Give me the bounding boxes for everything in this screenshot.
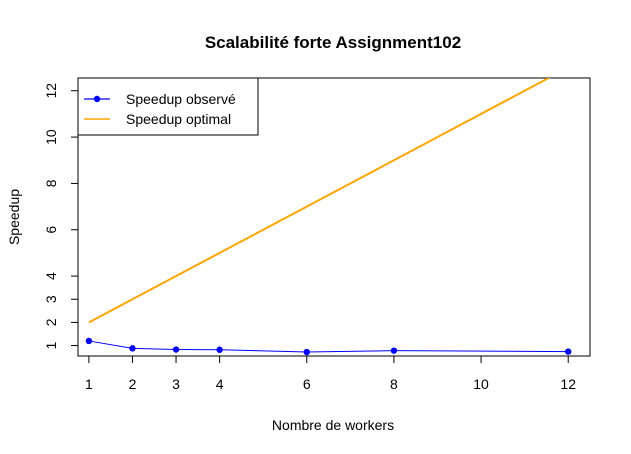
- series-layer: [85, 78, 572, 356]
- y-tick-label: 12: [43, 83, 59, 99]
- y-tick-label: 8: [43, 179, 59, 187]
- y-tick-label: 1: [43, 341, 59, 349]
- x-tick-label: 12: [560, 376, 576, 392]
- x-axis-label: Nombre de workers: [272, 417, 394, 433]
- data-point-observed: [85, 337, 93, 345]
- legend-box: [77, 77, 259, 136]
- x-tick-label: 10: [473, 376, 489, 392]
- x-tick-label: 2: [129, 376, 137, 392]
- x-tick-label: 8: [390, 376, 398, 392]
- chart-title: Scalabilité forte Assignment102: [205, 33, 461, 52]
- data-point-observed: [565, 348, 572, 355]
- series-line-observed: [88, 340, 569, 353]
- y-tick-label: 6: [43, 226, 59, 234]
- legend: Speedup observé Speedup optimal: [77, 77, 259, 136]
- legend-label-observed: Speedup observé: [126, 91, 236, 107]
- data-point-observed: [129, 345, 136, 352]
- x-tick-label: 1: [85, 376, 93, 392]
- legend-marker-observed: [93, 95, 101, 103]
- y-axis-label: Speedup: [6, 189, 22, 245]
- data-point-observed: [216, 346, 223, 353]
- x-tick-label: 4: [216, 376, 224, 392]
- y-tick-label: 4: [43, 272, 59, 280]
- series-line-optimal: [88, 78, 551, 324]
- data-point-observed: [172, 346, 180, 353]
- x-tick-label: 6: [303, 376, 311, 392]
- x-axis: 1 2 3 4 6 8 10 12: [85, 355, 576, 392]
- x-tick-label: 3: [172, 376, 180, 392]
- y-tick-label: 2: [43, 318, 59, 326]
- data-point-observed: [303, 348, 310, 356]
- data-point-observed: [390, 347, 398, 354]
- y-tick-label: 10: [43, 129, 59, 145]
- y-tick-label: 3: [43, 295, 59, 303]
- legend-label-optimal: Speedup optimal: [126, 111, 231, 127]
